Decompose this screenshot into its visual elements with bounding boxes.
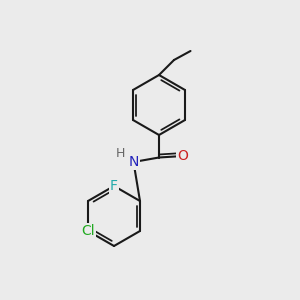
Text: N: N — [128, 155, 139, 169]
Text: O: O — [178, 149, 188, 163]
Text: H: H — [116, 147, 126, 160]
Text: Cl: Cl — [81, 224, 95, 238]
Text: F: F — [110, 179, 118, 193]
